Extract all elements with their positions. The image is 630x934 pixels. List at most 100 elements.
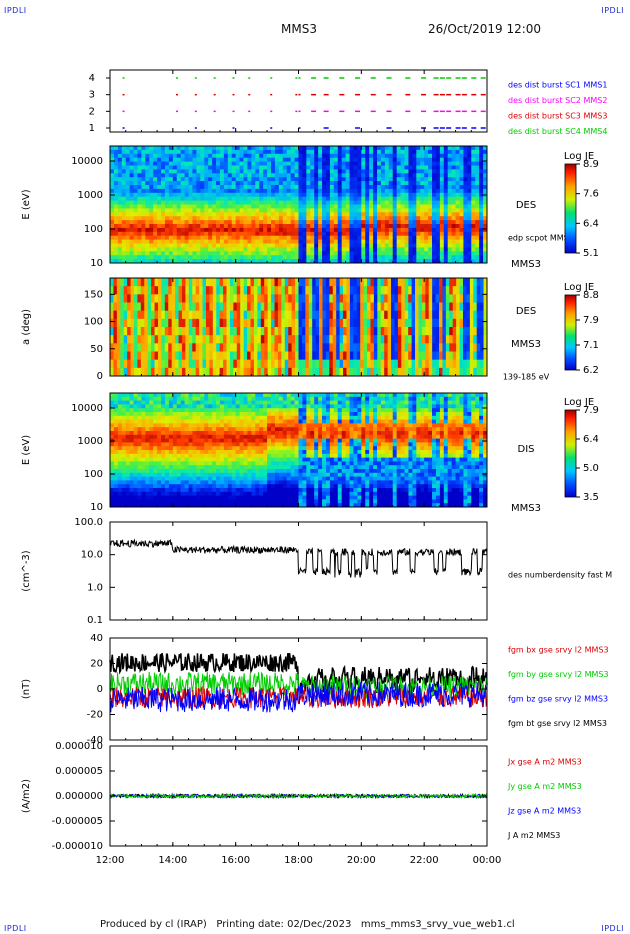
heatmap-cell	[161, 457, 166, 462]
heatmap-cell	[192, 153, 197, 159]
heatmap-cell	[467, 247, 472, 252]
heatmap-cell	[319, 294, 323, 303]
heatmap-cell	[110, 450, 115, 455]
heatmap-cell	[353, 146, 358, 151]
heatmap-cell	[373, 243, 378, 248]
heatmap-cell	[192, 393, 197, 398]
heatmap-cell	[302, 224, 307, 229]
heatmap-cell	[439, 204, 445, 209]
heatmap-cell	[247, 169, 252, 174]
heatmap-cell	[325, 181, 331, 186]
heatmap-cell	[392, 185, 398, 190]
heatmap-cell	[391, 302, 395, 312]
heatmap-cell	[168, 239, 174, 244]
heatmap-cell	[380, 200, 386, 205]
heatmap-cell	[196, 259, 201, 264]
heatmap-cell	[123, 343, 128, 352]
heatmap-cell	[373, 212, 378, 217]
heatmap-cell	[161, 412, 166, 417]
heatmap-cell	[192, 495, 197, 500]
heatmap-cell	[253, 318, 258, 328]
heatmap-cell	[223, 367, 227, 377]
heatmap-cell	[133, 259, 138, 264]
heatmap-cell	[137, 146, 142, 151]
heatmap-cell	[443, 224, 449, 229]
heatmap-cell	[432, 188, 437, 194]
heatmap-cell	[404, 192, 409, 198]
heatmap-cell	[195, 327, 200, 336]
heatmap-cell	[369, 216, 374, 221]
heatmap-cell	[243, 235, 248, 240]
heatmap-cell	[267, 149, 272, 155]
heatmap-cell	[332, 278, 337, 287]
heatmap-cell	[408, 310, 412, 320]
heatmap-cell	[153, 157, 158, 162]
heatmap-cell	[456, 318, 460, 328]
heatmap-cell	[130, 318, 135, 328]
heatmap-cell	[345, 192, 350, 198]
heatmap-cell	[391, 343, 395, 352]
heatmap-cell	[208, 216, 213, 221]
heatmap-cell	[151, 343, 155, 352]
heatmap-cell	[445, 327, 450, 336]
heatmap-cell	[168, 431, 174, 436]
heatmap-cell	[117, 457, 123, 462]
heatmap-cell	[209, 343, 214, 352]
heatmap-cell	[369, 251, 374, 256]
heatmap-cell	[110, 200, 115, 205]
heatmap-cell	[469, 318, 474, 328]
heatmap-cell	[467, 173, 472, 178]
heatmap-cell	[247, 239, 252, 244]
heatmap-cell	[435, 278, 440, 287]
heatmap-cell	[175, 302, 179, 312]
heatmap-cell	[161, 251, 166, 256]
heatmap-cell	[361, 227, 366, 233]
heatmap-cell	[401, 286, 406, 295]
heatmap-cell	[196, 408, 201, 413]
heatmap-cell	[200, 149, 205, 155]
heatmap-cell	[181, 294, 186, 303]
heatmap-cell	[483, 165, 488, 170]
heatmap-cell	[243, 146, 248, 151]
heatmap-cell	[235, 251, 240, 256]
heatmap-cell	[294, 153, 299, 159]
heatmap-cell	[180, 499, 186, 504]
heatmap-cell	[415, 318, 419, 328]
heatmap-cell	[176, 415, 182, 420]
heatmap-cell	[318, 251, 323, 256]
heatmap-cell	[125, 181, 131, 186]
heatmap-cell	[172, 169, 178, 174]
heatmap-cell	[345, 212, 350, 217]
heatmap-cell	[141, 177, 146, 182]
heatmap-cell	[110, 359, 114, 369]
heatmap-cell	[394, 351, 399, 361]
heatmap-cell	[384, 227, 390, 233]
heatmap-cell	[168, 335, 173, 344]
heatmap-cell	[424, 231, 429, 237]
heatmap-cell	[336, 310, 341, 320]
heatmap-cell	[291, 367, 296, 377]
heatmap-cell	[125, 146, 131, 151]
heatmap-cell	[428, 224, 433, 229]
heatmap-cell	[274, 216, 280, 221]
heatmap-cell	[185, 327, 190, 336]
heatmap-cell	[271, 359, 275, 369]
heatmap-cell	[388, 185, 394, 190]
heatmap-cell	[290, 173, 295, 178]
heatmap-cell	[192, 157, 197, 162]
heatmap-cell	[243, 367, 248, 377]
heatmap-cell	[308, 367, 313, 377]
heatmap-cell	[286, 173, 292, 178]
heatmap-cell	[388, 212, 394, 217]
heatmap-cell	[164, 469, 170, 474]
heatmap-cell	[149, 216, 154, 221]
heatmap-cell	[467, 255, 472, 260]
heatmap-cell	[274, 165, 280, 170]
heatmap-cell	[263, 204, 268, 209]
heatmap-cell	[384, 220, 390, 225]
heatmap-cell	[110, 453, 115, 458]
heatmap-cell	[130, 367, 135, 377]
heatmap-cell	[360, 343, 365, 352]
heatmap-cell	[463, 208, 468, 213]
heatmap-cell	[400, 220, 405, 225]
